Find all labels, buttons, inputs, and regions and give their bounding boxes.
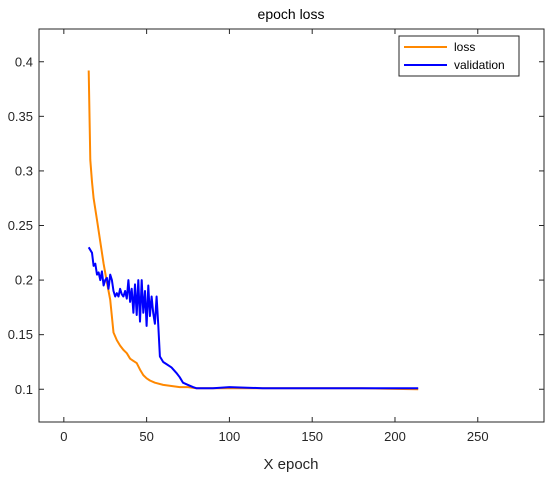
legend-label: loss [454,40,475,54]
y-tick-label: 0.3 [15,163,33,178]
x-tick-label: 0 [60,429,67,444]
y-tick-label: 0.2 [15,273,33,288]
chart-title: epoch loss [258,6,325,22]
legend-label: validation [454,58,505,72]
series-lines [87,70,419,391]
x-tick-label: 50 [139,429,153,444]
x-tick-label: 100 [219,429,241,444]
x-tick-label: 250 [467,429,489,444]
legend: loss validation [398,35,520,77]
x-tick-label: 150 [301,429,323,444]
y-tick-label: 0.4 [15,54,33,69]
y-tick-label: 0.1 [15,382,33,397]
y-tick-label: 0.25 [8,218,33,233]
x-axis-label: X epoch [263,456,318,473]
x-tick-label: 200 [384,429,406,444]
y-tick-label: 0.15 [8,327,33,342]
legend-box [398,35,520,77]
plot-area [38,28,545,423]
series-line-validation [87,246,419,390]
y-tick-label: 0.35 [8,109,33,124]
axis-ticks: 0 50 100 150 200 250 0.1 0.15 0.2 0.25 0.3 0.35 0.4 [8,29,544,444]
